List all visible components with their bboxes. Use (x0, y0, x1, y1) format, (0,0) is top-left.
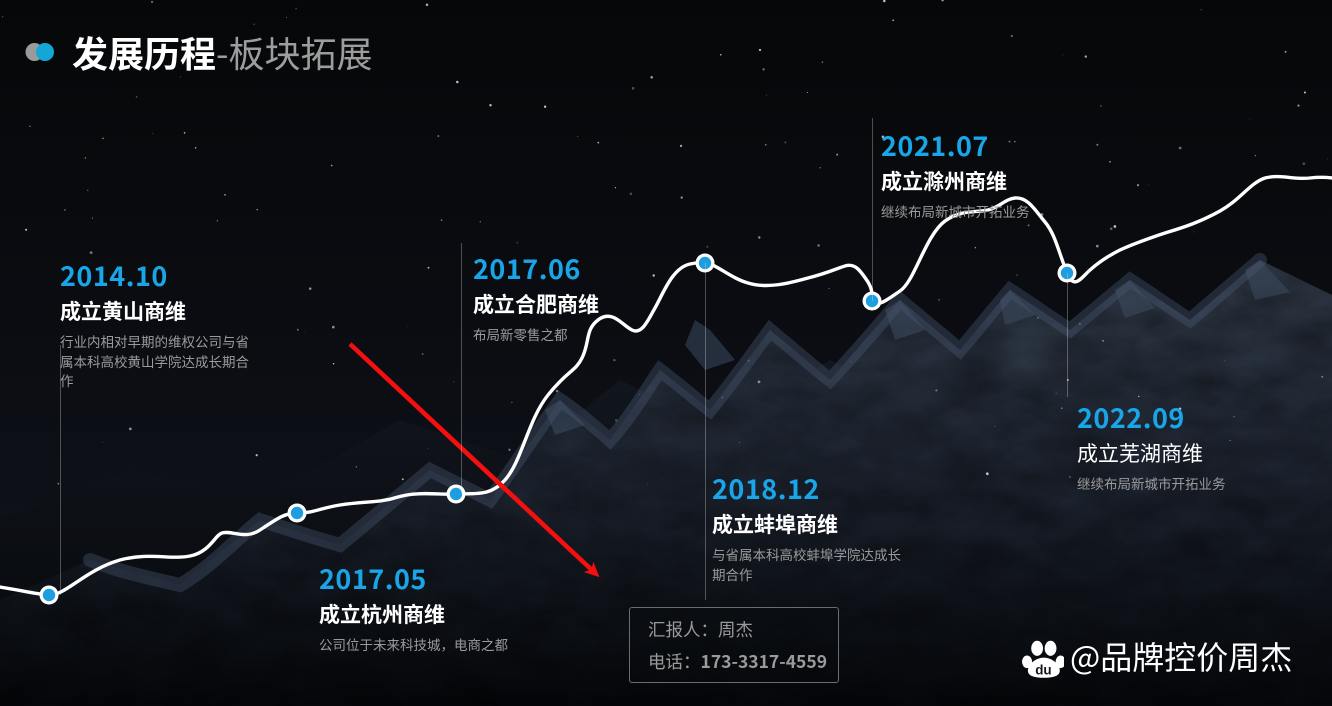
svg-text:du: du (1035, 662, 1051, 677)
